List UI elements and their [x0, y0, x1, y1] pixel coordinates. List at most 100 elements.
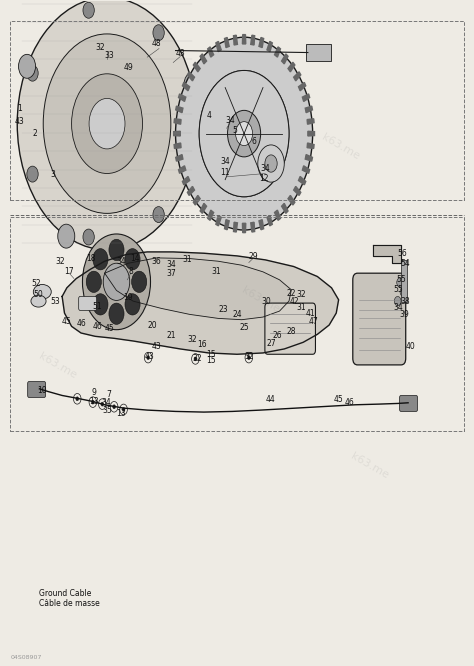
- Ellipse shape: [33, 284, 51, 299]
- Polygon shape: [251, 35, 255, 45]
- FancyBboxPatch shape: [265, 303, 316, 354]
- Circle shape: [27, 65, 38, 81]
- Text: 44: 44: [265, 395, 275, 404]
- Polygon shape: [302, 166, 310, 173]
- Polygon shape: [251, 222, 255, 232]
- Text: k63.me: k63.me: [349, 451, 390, 481]
- Text: 22: 22: [287, 288, 296, 298]
- Circle shape: [397, 278, 403, 287]
- Polygon shape: [187, 186, 194, 195]
- Text: 43: 43: [152, 342, 162, 351]
- Circle shape: [184, 73, 201, 97]
- Text: 3: 3: [50, 170, 55, 179]
- Circle shape: [82, 234, 151, 330]
- Polygon shape: [176, 155, 183, 161]
- Polygon shape: [62, 252, 338, 354]
- Text: 28: 28: [287, 326, 296, 336]
- Text: 37: 37: [166, 268, 176, 278]
- Text: 39: 39: [400, 310, 410, 319]
- Text: 14: 14: [130, 254, 140, 263]
- Text: 55: 55: [394, 284, 403, 294]
- Circle shape: [93, 248, 108, 270]
- FancyBboxPatch shape: [401, 260, 407, 302]
- Text: 32: 32: [95, 43, 105, 52]
- Text: 27: 27: [266, 339, 276, 348]
- Circle shape: [153, 206, 164, 222]
- Polygon shape: [288, 62, 295, 72]
- Text: 46: 46: [93, 322, 102, 331]
- Text: 32: 32: [192, 354, 201, 363]
- Text: k63.me: k63.me: [37, 352, 78, 381]
- Text: 11: 11: [220, 168, 230, 176]
- FancyBboxPatch shape: [400, 396, 418, 412]
- Circle shape: [228, 111, 261, 157]
- Text: 12: 12: [260, 174, 269, 183]
- Text: 8: 8: [128, 267, 133, 276]
- Circle shape: [83, 2, 94, 18]
- Text: 42: 42: [290, 296, 300, 306]
- Text: 18: 18: [86, 254, 95, 263]
- Text: 34: 34: [261, 164, 270, 172]
- Text: 10: 10: [37, 386, 47, 396]
- Polygon shape: [216, 41, 221, 52]
- Text: 4: 4: [206, 111, 211, 119]
- Text: 56: 56: [398, 248, 407, 258]
- Text: 24: 24: [232, 310, 242, 319]
- Polygon shape: [182, 83, 190, 91]
- Polygon shape: [182, 176, 190, 184]
- Circle shape: [125, 248, 140, 270]
- Circle shape: [125, 294, 140, 315]
- Text: 43: 43: [145, 352, 155, 362]
- Text: 30: 30: [262, 296, 271, 306]
- Text: 5: 5: [232, 126, 237, 135]
- Text: 51: 51: [93, 302, 102, 311]
- Circle shape: [109, 303, 124, 324]
- Polygon shape: [208, 210, 214, 220]
- FancyBboxPatch shape: [353, 273, 406, 365]
- Polygon shape: [174, 119, 181, 125]
- Text: 6: 6: [251, 137, 256, 146]
- Circle shape: [153, 25, 164, 41]
- Polygon shape: [282, 54, 288, 64]
- Text: 15: 15: [206, 350, 216, 359]
- Circle shape: [93, 294, 108, 315]
- Text: 55: 55: [397, 275, 406, 284]
- Text: 45: 45: [62, 316, 72, 326]
- Polygon shape: [242, 223, 246, 232]
- Circle shape: [76, 397, 79, 401]
- Text: k63.me: k63.me: [320, 132, 362, 162]
- Text: 34: 34: [166, 260, 176, 269]
- Polygon shape: [274, 210, 281, 220]
- Text: 2: 2: [32, 129, 37, 138]
- Circle shape: [91, 400, 94, 404]
- Polygon shape: [307, 119, 314, 125]
- Circle shape: [86, 271, 101, 292]
- Text: 19: 19: [124, 292, 133, 302]
- Text: 31: 31: [296, 303, 306, 312]
- Text: 23: 23: [218, 305, 228, 314]
- Polygon shape: [282, 203, 288, 213]
- Circle shape: [394, 296, 401, 306]
- Text: 29: 29: [249, 252, 258, 261]
- Text: 33: 33: [105, 51, 114, 60]
- Polygon shape: [225, 220, 229, 230]
- Circle shape: [18, 55, 36, 79]
- Text: 13: 13: [117, 409, 126, 418]
- Ellipse shape: [31, 295, 46, 307]
- Text: 32: 32: [55, 257, 64, 266]
- Polygon shape: [305, 106, 312, 113]
- Polygon shape: [179, 94, 186, 101]
- Circle shape: [72, 74, 143, 174]
- Polygon shape: [105, 258, 292, 320]
- Circle shape: [400, 287, 407, 296]
- Text: 34: 34: [101, 398, 111, 407]
- Polygon shape: [234, 35, 237, 45]
- Polygon shape: [187, 72, 194, 81]
- Text: 31: 31: [182, 255, 192, 264]
- Polygon shape: [225, 37, 229, 47]
- Text: 38: 38: [400, 296, 410, 306]
- Polygon shape: [305, 155, 312, 161]
- Text: k63.me: k63.me: [240, 285, 281, 314]
- Text: 32: 32: [296, 290, 306, 299]
- Polygon shape: [200, 54, 207, 64]
